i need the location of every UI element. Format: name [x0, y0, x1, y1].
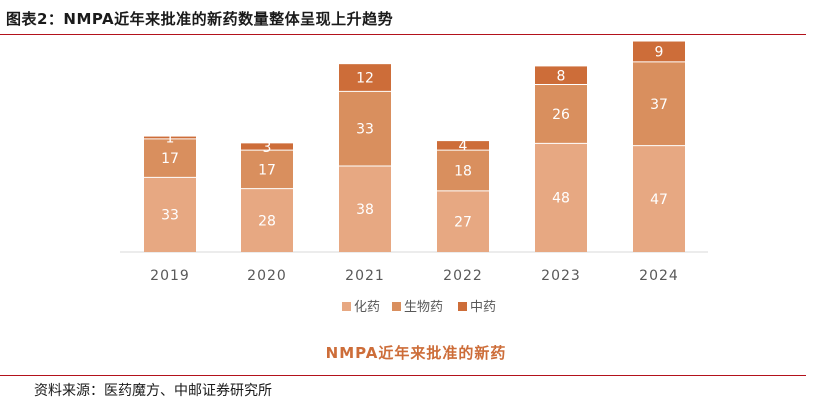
legend-swatch: [458, 302, 467, 311]
bar-segment: [437, 190, 489, 252]
bar-segment: [241, 188, 293, 252]
bar-segment: [144, 177, 196, 252]
x-tick-label: 2022: [443, 268, 483, 284]
data-label: 33: [356, 122, 374, 138]
data-label: 18: [454, 164, 472, 180]
data-label: 26: [552, 107, 570, 123]
data-label: 27: [454, 214, 472, 230]
x-tick-label: 2019: [150, 268, 190, 284]
x-tick-label: 2024: [639, 268, 679, 284]
bar-segment: [339, 91, 391, 166]
data-label: 1: [166, 131, 175, 147]
bar-segment: [633, 61, 685, 146]
figure-header: 图表2：NMPA近年来批准的新药数量整体呈现上升趋势: [0, 0, 814, 34]
data-label: 37: [650, 97, 668, 113]
data-label: 28: [258, 213, 276, 229]
bar-segment: [241, 150, 293, 189]
data-label: 33: [161, 208, 179, 224]
bar-segment: [633, 41, 685, 62]
figure-title: 图表2：NMPA近年来批准的新药数量整体呈现上升趋势: [6, 10, 394, 28]
data-label: 3: [263, 140, 272, 156]
bar-segment: [633, 145, 685, 252]
data-label: 38: [356, 202, 374, 218]
bar-segment: [144, 136, 196, 139]
data-label: 8: [557, 68, 566, 84]
data-label: 17: [161, 151, 179, 167]
bar-segment: [437, 141, 489, 151]
legend-swatch: [342, 302, 351, 311]
bar-segment: [535, 84, 587, 144]
top-divider: [0, 34, 806, 35]
legend-label: 化药: [354, 300, 380, 315]
bar-segment: [535, 143, 587, 252]
data-label: 9: [655, 45, 664, 61]
data-label: 12: [356, 71, 374, 87]
data-label: 47: [650, 192, 668, 208]
stacked-bar-chart: 33 17 1 2019 28 17 3 2020 38 33 12 2021 27 18 4 2022 48 2…: [120, 41, 708, 362]
legend-label: 生物药: [404, 300, 443, 315]
x-tick-label: 2020: [247, 268, 287, 284]
bar-segment: [437, 150, 489, 191]
data-label: 17: [258, 162, 276, 178]
x-tick-label: 2023: [541, 268, 581, 284]
bar-segment: [241, 143, 293, 151]
data-label: 48: [552, 191, 570, 207]
chart-title: NMPA近年来批准的新药: [326, 344, 507, 362]
data-label: 4: [459, 139, 468, 155]
legend-swatch: [392, 302, 401, 311]
bottom-divider: [0, 375, 806, 376]
bar-segment: [339, 166, 391, 252]
bar-segment: [339, 64, 391, 92]
bar-segment: [535, 66, 587, 85]
source-note: 资料来源：医药魔方、中邮证券研究所: [34, 383, 272, 399]
legend-label: 中药: [470, 300, 496, 315]
x-tick-label: 2021: [345, 268, 385, 284]
bar-segment: [144, 138, 196, 178]
